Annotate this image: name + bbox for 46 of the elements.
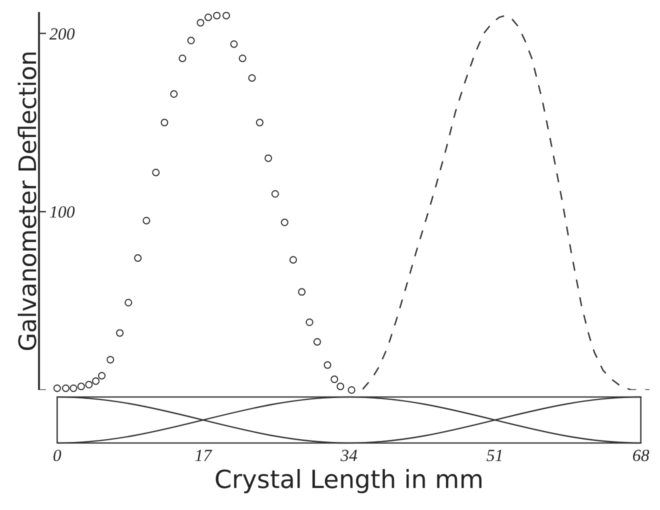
point: [271, 190, 279, 198]
point: [85, 380, 93, 388]
point: [222, 12, 230, 20]
point: [256, 118, 264, 126]
point: [98, 372, 106, 380]
point: [142, 216, 150, 224]
point: [238, 54, 246, 62]
x-axis-title: Crystal Length in mm: [214, 465, 484, 494]
point: [280, 218, 288, 226]
point: [330, 376, 338, 384]
point: [70, 384, 78, 392]
y-tick-label: 100: [49, 202, 76, 222]
point: [298, 288, 306, 296]
point: [306, 318, 314, 326]
y-axis-title: Galvanometer Deflection: [14, 50, 42, 352]
x-tick-label: 17: [194, 446, 214, 465]
point: [53, 384, 61, 392]
point: [196, 18, 204, 26]
point: [213, 12, 221, 20]
x-tick-label: 68: [632, 446, 650, 465]
point: [62, 384, 70, 392]
point: [289, 256, 297, 264]
point: [187, 36, 195, 44]
point: [152, 168, 160, 176]
point: [124, 298, 132, 306]
point: [348, 386, 356, 394]
y-tick-label: 200: [49, 24, 76, 44]
point: [170, 90, 178, 98]
point: [248, 74, 256, 82]
x-tick-label: 34: [340, 446, 358, 465]
point: [178, 54, 186, 62]
point: [106, 356, 114, 364]
point: [264, 154, 272, 162]
x-tick-label: 51: [486, 446, 504, 465]
x-tick-label: 0: [52, 446, 62, 465]
point: [116, 329, 124, 337]
point: [204, 14, 212, 22]
point: [134, 254, 142, 262]
point: [313, 338, 321, 346]
point: [324, 361, 332, 369]
point: [92, 377, 100, 385]
point: [336, 382, 344, 390]
line-series: [362, 14, 650, 390]
point: [160, 118, 168, 126]
point: [77, 382, 85, 390]
point: [230, 40, 238, 48]
